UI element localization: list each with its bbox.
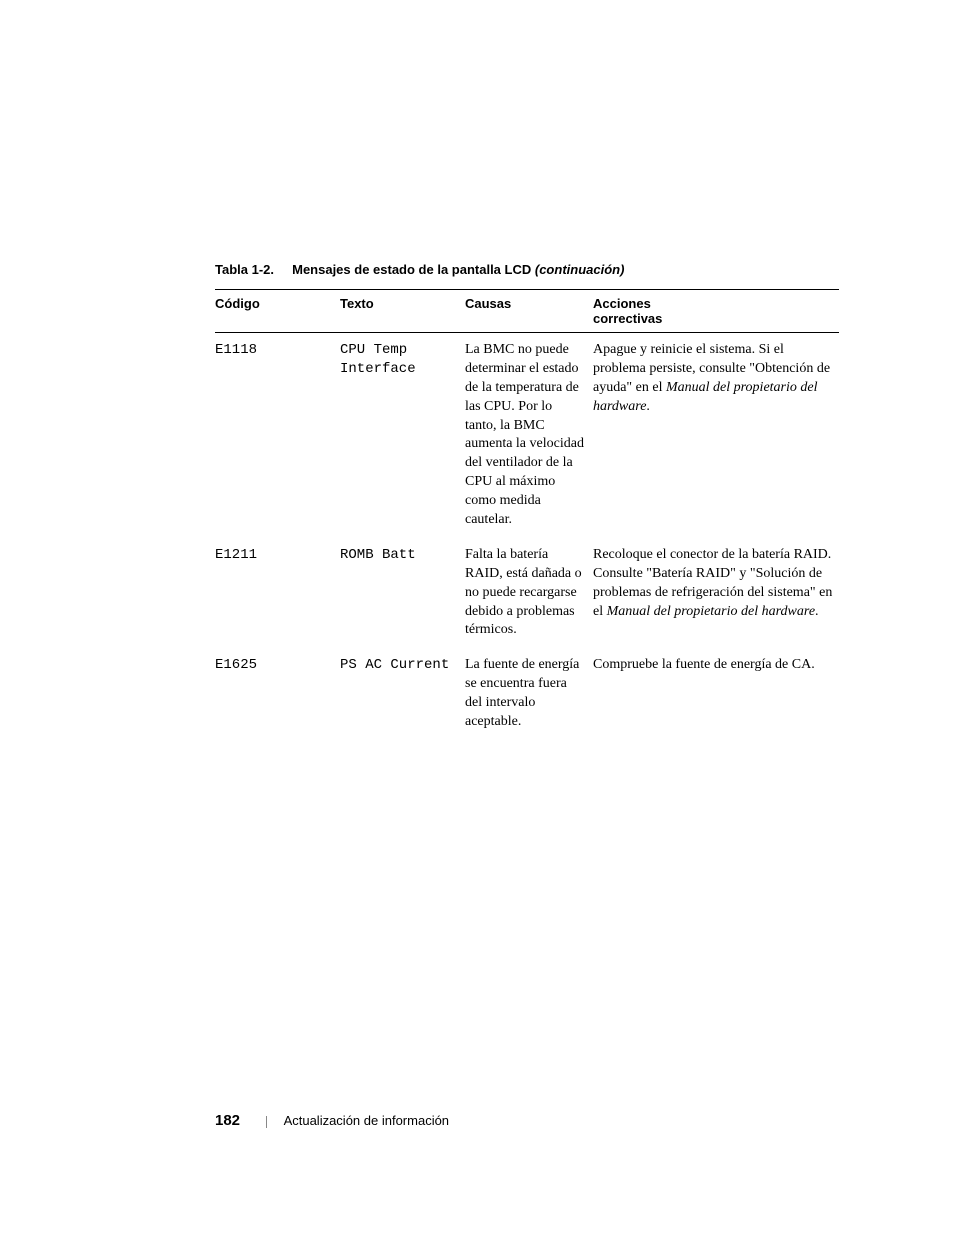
- table-title: Mensajes de estado de la pantalla LCD: [292, 262, 531, 277]
- cell-text-l1: ROMB Batt: [340, 547, 416, 563]
- table-row: E1211 ROMB Batt Falta la batería RAID, e…: [215, 538, 839, 648]
- action-text: Compruebe la fuente de energía de CA.: [593, 657, 815, 672]
- cell-action: Recoloque el conector de la batería RAID…: [593, 538, 839, 648]
- footer-section: Actualización de información: [284, 1113, 449, 1128]
- cell-action: Compruebe la fuente de energía de CA.: [593, 648, 839, 740]
- table-row: E1118 CPU Temp Interface La BMC no puede…: [215, 333, 839, 538]
- header-action-l2: correctivas: [593, 311, 662, 326]
- header-action: Acciones correctivas: [593, 290, 839, 333]
- cell-code: E1211: [215, 538, 340, 648]
- cell-cause: La BMC no puede determinar el estado de …: [465, 333, 593, 538]
- cell-cause: Falta la batería RAID, está dañada o no …: [465, 538, 593, 648]
- header-action-l1: Acciones: [593, 296, 651, 311]
- cell-text: ROMB Batt: [340, 538, 465, 648]
- cell-text-l2: Interface: [340, 361, 416, 377]
- cell-text: CPU Temp Interface: [340, 333, 465, 538]
- cell-code: E1118: [215, 333, 340, 538]
- cell-text-l1: PS AC Current: [340, 657, 449, 673]
- action-tail: .: [815, 604, 819, 619]
- cell-action: Apague y reinicie el sistema. Si el prob…: [593, 333, 839, 538]
- action-italic: Manual del propietario del hardware: [607, 604, 815, 619]
- header-text: Texto: [340, 290, 465, 333]
- table-row: E1625 PS AC Current La fuente de energía…: [215, 648, 839, 740]
- header-cause: Causas: [465, 290, 593, 333]
- cell-text-l1: CPU Temp: [340, 342, 407, 358]
- lcd-messages-table: Código Texto Causas Acciones correctivas…: [215, 289, 839, 740]
- table-continuation: (continuación): [535, 262, 625, 277]
- header-code: Código: [215, 290, 340, 333]
- cell-text: PS AC Current: [340, 648, 465, 740]
- cell-cause: La fuente de energía se encuentra fuera …: [465, 648, 593, 740]
- table-caption: Tabla 1-2. Mensajes de estado de la pant…: [215, 262, 839, 277]
- action-tail: .: [646, 399, 650, 414]
- footer-separator: [266, 1116, 267, 1128]
- cell-code: E1625: [215, 648, 340, 740]
- table-header-row: Código Texto Causas Acciones correctivas: [215, 290, 839, 333]
- table-number: Tabla 1-2.: [215, 262, 274, 277]
- page-number: 182: [215, 1112, 240, 1129]
- page-footer: 182 Actualización de información: [215, 1112, 449, 1129]
